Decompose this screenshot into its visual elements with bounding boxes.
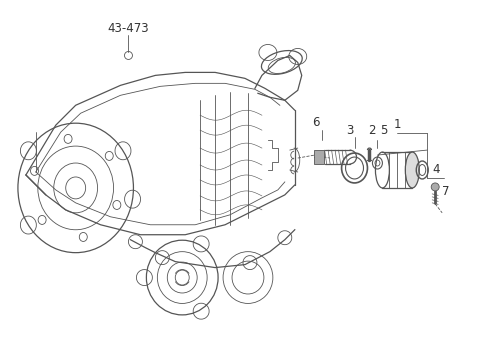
Circle shape [431, 183, 439, 191]
Text: 5: 5 [380, 124, 387, 137]
Bar [314, 150, 324, 164]
Ellipse shape [405, 152, 419, 188]
Text: 4: 4 [432, 163, 440, 177]
Text: 1: 1 [394, 118, 401, 131]
Text: 3: 3 [346, 124, 353, 137]
Text: 6: 6 [312, 116, 319, 129]
Text: 43-473: 43-473 [108, 22, 149, 35]
Text: 7: 7 [443, 185, 450, 198]
Text: 2: 2 [368, 124, 375, 137]
